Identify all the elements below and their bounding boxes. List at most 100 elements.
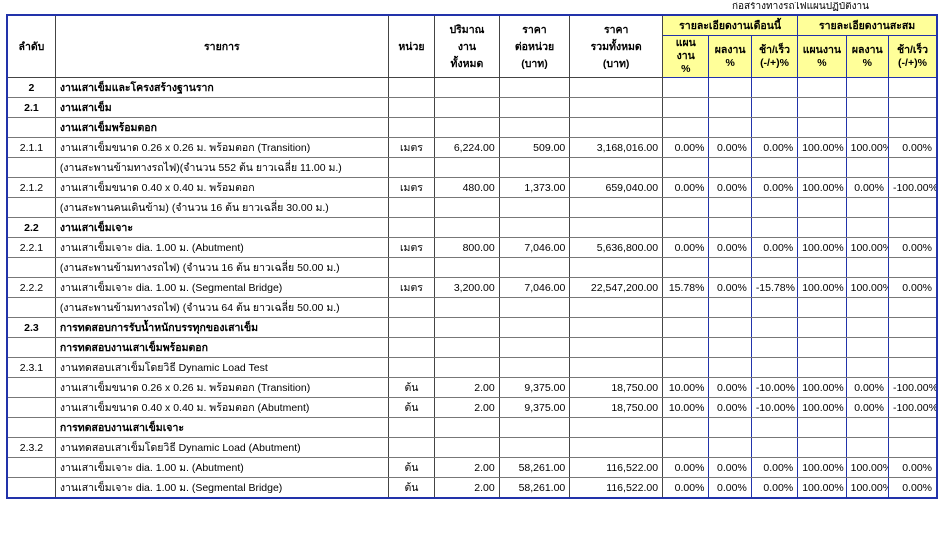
cell-month-actual [708,77,752,99]
cell-cum-plan [797,417,847,439]
cell-description: งานเสาเข็มเจาะ dia. 1.00 ม. (Abutment) [54,237,389,259]
cell-cum-diff [887,97,938,119]
cell-cum-plan: 100.00% [797,277,847,299]
header-month-plan: แผนงาน % [662,34,710,79]
cell-description: (งานสะพานคนเดินข้าม) (จำนวน 16 ต้น ยาวเฉ… [54,197,389,219]
cell-total-price: 18,750.00 [569,377,664,399]
cell-cum-plan [797,97,847,119]
cell-unit [387,77,436,99]
cell-cum-plan: 100.00% [797,377,847,399]
cell-unit-price [498,357,571,379]
cell-cum-diff: 0.00% [887,237,938,259]
cell-cum-plan: 100.00% [797,457,847,479]
cell-unit-price [498,297,571,319]
cell-unit-price: 7,046.00 [498,277,571,299]
cell-month-plan: 10.00% [662,377,710,399]
cell-total-price [569,337,664,359]
table-row: 2.2.1 งานเสาเข็มเจาะ dia. 1.00 ม. (Abutme… [6,237,938,259]
cell-description: งานเสาเข็มพร้อมตอก [54,117,389,139]
cell-quantity: 2.00 [434,457,500,479]
cell-month-plan [662,417,710,439]
cell-month-actual [708,117,752,139]
cell-cum-diff [887,157,938,179]
cell-description: (งานสะพานข้ามทางรถไฟ) (จำนวน 16 ต้น ยาวเ… [54,257,389,279]
cell-cum-actual: 0.00% [845,177,889,199]
cell-description: งานทดสอบเสาเข็มโดยวิธี Dynamic Load (Abu… [54,437,389,459]
cell-quantity [434,417,500,439]
cell-cum-plan [797,117,847,139]
header-quantity: ปริมาณ งาน ทั้งหมด [434,14,500,79]
cell-cum-plan: 100.00% [797,397,847,419]
cell-cum-plan [797,437,847,459]
table-row: การทดสอบงานเสาเข็มเจาะ [6,417,938,439]
cell-month-actual [708,257,752,279]
cell-cum-plan: 100.00% [797,477,847,499]
cell-month-plan [662,117,710,139]
cell-cum-diff [887,197,938,219]
cell-month-plan [662,297,710,319]
cell-description: (งานสะพานข้ามทางรถไฟ)(จำนวน 552 ต้น ยาวเ… [54,157,389,179]
cell-total-price [569,117,664,139]
cell-month-diff: 0.00% [750,477,799,499]
cell-cum-actual [845,317,889,339]
cell-month-plan [662,157,710,179]
cell-month-plan [662,197,710,219]
progress-report-table: ลำดับ รายการ หน่วย ปริมาณ งาน ทั้งหมด รา… [6,14,938,500]
cell-no: 2.2.2 [6,277,56,299]
table-row: 2.1.1 งานเสาเข็มขนาด 0.26 x 0.26 ม. พร้อม… [6,137,938,159]
cell-no: 2.1.1 [6,137,56,159]
cell-no: 2 [6,77,56,99]
cell-cum-plan: 100.00% [797,237,847,259]
table-row: 2.3 การทดสอบการรับน้ำหนักบรรทุกของเสาเข็ม [6,317,938,339]
table-row: (งานสะพานคนเดินข้าม) (จำนวน 16 ต้น ยาวเฉ… [6,197,938,219]
cell-quantity [434,97,500,119]
table-row: 2.3.2 งานทดสอบเสาเข็มโดยวิธี Dynamic Load… [6,437,938,459]
cell-unit-price [498,117,571,139]
cell-description: งานเสาเข็มขนาด 0.26 x 0.26 ม. พร้อมตอก (… [54,137,389,159]
cell-month-actual [708,157,752,179]
cell-unit [387,157,436,179]
cell-total-price [569,417,664,439]
cell-description: งานทดสอบเสาเข็มโดยวิธี Dynamic Load Test [54,357,389,379]
header-cum-actual: ผลงาน % [845,34,889,79]
cell-month-plan: 0.00% [662,457,710,479]
cell-month-actual: 0.00% [708,477,752,499]
cell-no [6,397,56,419]
cell-unit: ต้น [387,457,436,479]
header-month-diff: ช้า/เร็ว (-/+)% [750,34,799,79]
cell-unit: เมตร [387,137,436,159]
cell-cum-diff: -100.00% [887,377,938,399]
cell-cum-diff: 0.00% [887,277,938,299]
cell-unit [387,297,436,319]
cell-month-diff [750,317,799,339]
cell-month-plan [662,77,710,99]
table-row: งานเสาเข็มขนาด 0.40 x 0.40 ม. พร้อมตอก (… [6,397,938,419]
cell-cum-diff [887,437,938,459]
cell-unit-price [498,77,571,99]
cell-description: การทดสอบการรับน้ำหนักบรรทุกของเสาเข็ม [54,317,389,339]
cell-total-price: 3,168,016.00 [569,137,664,159]
table-row: 2.1 งานเสาเข็ม [6,97,938,119]
table-row: (งานสะพานข้ามทางรถไฟ)(จำนวน 552 ต้น ยาวเ… [6,157,938,179]
cell-month-diff: 0.00% [750,237,799,259]
cell-month-plan [662,337,710,359]
cell-quantity [434,257,500,279]
cell-month-plan: 0.00% [662,177,710,199]
cell-description: งานเสาเข็มเจาะ dia. 1.00 ม. (Segmental B… [54,277,389,299]
cell-cum-actual [845,417,889,439]
cell-no: 2.1 [6,97,56,119]
cell-unit [387,437,436,459]
cell-month-plan [662,437,710,459]
cell-month-diff [750,117,799,139]
cell-no [6,457,56,479]
cell-total-price [569,217,664,239]
cell-description: งานเสาเข็มขนาด 0.40 x 0.40 ม. พร้อมตอก [54,177,389,199]
header-unit: หน่วย [387,14,436,79]
table-row: งานเสาเข็มเจาะ dia. 1.00 ม. (Segmental B… [6,477,938,499]
cell-unit-price [498,257,571,279]
cell-unit [387,117,436,139]
cell-cum-plan [797,317,847,339]
cell-description: การทดสอบงานเสาเข็มพร้อมตอก [54,337,389,359]
cell-unit-price [498,437,571,459]
